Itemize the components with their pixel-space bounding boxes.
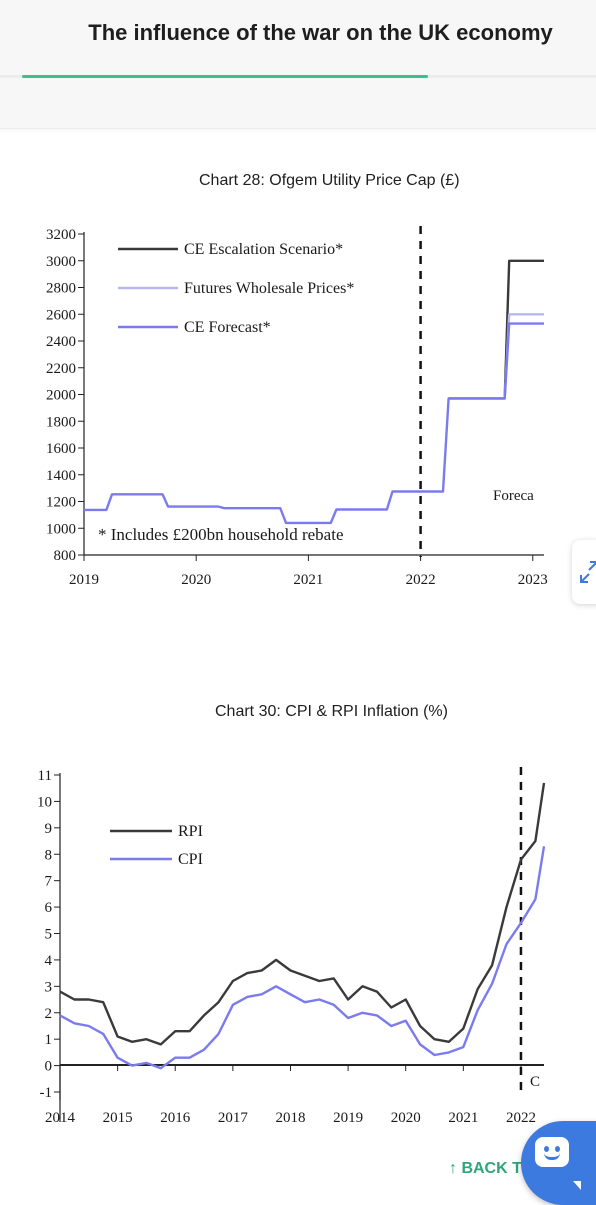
chart28-caption: Chart 28: Ofgem Utility Price Cap (£) [199,172,460,189]
chart30-series-rpi [59,782,546,1046]
chart30-x-tick-label: 2014 [45,1110,76,1126]
chart30-y-tick-label: 9 [45,821,53,837]
chart30-series-cpi [59,846,546,1070]
chart28-y-tick-label: 2600 [46,307,76,323]
chat-bot-icon [535,1137,581,1190]
chart30-legend-label: RPI [178,823,203,840]
chart28-note: * Includes £200bn household rebate [98,525,344,544]
chart30-y-tick-label: 1 [45,1032,53,1048]
chart30-y-tick-label: 3 [45,979,53,995]
chart30-x-tick-label: 2016 [160,1110,191,1126]
expand-arrows-icon [580,561,596,583]
chart28-y-tick-label: 1600 [46,441,76,457]
chart30-y-tick-label: 0 [45,1059,53,1075]
chart30-x-tick-label: 2019 [333,1110,363,1126]
chart28-forecast-label: Foreca [493,488,534,504]
chart28-y-tick-label: 2800 [46,281,76,297]
chart28-ofgem-price-cap: 800 1000 1200 1400 1600 1800 2000 2200 2400 2600 2… [46,226,548,588]
reading-progress-bar [22,75,428,78]
chart28-y-tick-label: 2200 [46,361,76,377]
chart30-y-tick-label: 2 [45,1006,53,1022]
chart30-cpi-rpi-inflation: -1 0 1 2 3 4 5 6 7 8 9 10 11 2014 2015 2016 2017 2018 2019… [37,767,546,1126]
chart28-x-tick-label: 2023 [518,572,548,588]
chart28-y-tick-label: 1800 [46,414,76,430]
chart28-legend-label: CE Escalation Scenario* [184,241,343,258]
chart30-y-tick-label: 5 [45,927,53,943]
expand-widget[interactable] [572,540,596,604]
chart30-forecast-label: C [530,1074,540,1090]
page-title: The influence of the war on the UK econo… [88,20,553,45]
chart30-x-tick-label: 2018 [275,1110,305,1126]
back-to-top-link[interactable]: ↑ BACK TO [449,1160,535,1177]
chart28-legend-label: Futures Wholesale Prices* [184,280,354,297]
chart28-x-tick-label: 2020 [181,572,211,588]
chart28-y-tick-label: 2000 [46,388,76,404]
chart28-y-tick-label: 2400 [46,334,76,350]
chart28-y-tick-label: 3000 [46,254,76,270]
chart28-y-tick-label: 1000 [46,521,76,537]
chart28-x-tick-label: 2022 [406,572,436,588]
chart30-y-tick-label: 7 [45,874,53,890]
page-header: The influence of the war on the UK econo… [0,0,596,129]
chart28-y-tick-label: 800 [54,548,77,564]
chat-widget-button[interactable] [521,1121,596,1205]
chart30-y-tick-label: -1 [40,1085,53,1101]
chart28-series-ce-escalation-scenario- [448,259,544,400]
chart28-series-ce-forecast- [84,322,544,525]
chart30-y-tick-label: 8 [45,847,53,863]
chart28-legend-label: CE Forecast* [184,319,271,336]
chart28-y-tick-label: 1200 [46,495,76,511]
chart30-legend-label: CPI [178,851,203,868]
chart28-series-futures-wholesale-prices- [448,313,544,400]
chart30-x-tick-label: 2020 [391,1110,421,1126]
chart30-x-tick-label: 2022 [506,1110,536,1126]
chart30-x-tick-label: 2017 [218,1110,249,1126]
chart30-caption: Chart 30: CPI & RPI Inflation (%) [215,703,448,720]
chart30-x-tick-label: 2015 [103,1110,133,1126]
chart30-x-tick-label: 2021 [448,1110,478,1126]
chart30-y-tick-label: 10 [37,794,52,810]
chart28-y-tick-label: 1400 [46,468,76,484]
chart30-y-tick-label: 11 [38,768,52,784]
chart30-y-tick-label: 4 [45,953,53,969]
chart28-x-tick-label: 2019 [69,572,99,588]
chart28-y-tick-label: 3200 [46,227,76,243]
chart28-x-tick-label: 2021 [293,572,323,588]
chart30-y-tick-label: 6 [45,900,53,916]
